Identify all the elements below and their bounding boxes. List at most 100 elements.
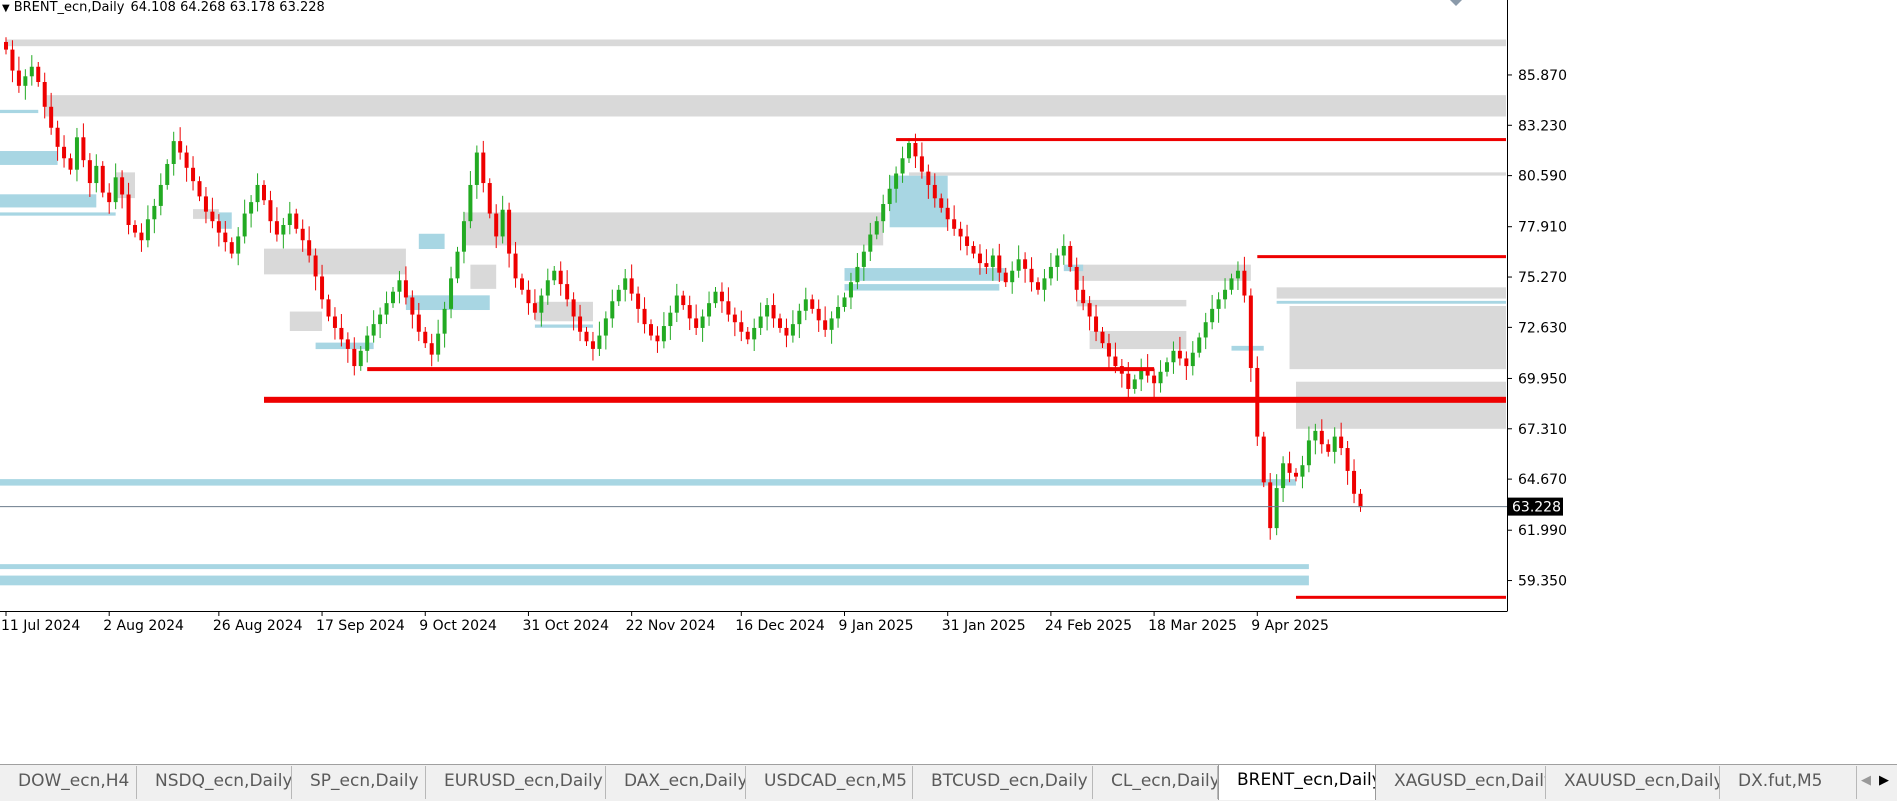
bull-candle — [442, 308, 447, 334]
collapse-triangle-icon[interactable]: ▼ — [2, 3, 10, 14]
tab-cl-ecn-daily[interactable]: CL_ecn,Daily — [1093, 766, 1218, 799]
price-tick-label: 83.230 — [1518, 118, 1567, 134]
time-tick-label: 22 Nov 2024 — [626, 618, 716, 634]
bull-candle — [1190, 352, 1195, 367]
tab-dax-ecn-daily[interactable]: DAX_ecn,Daily — [606, 766, 746, 799]
tab-dx-fut-m5[interactable]: DX.fut,M5 — [1720, 766, 1857, 799]
key-level-line — [1296, 595, 1506, 599]
bear-candle — [210, 211, 215, 222]
current-price-label: 63.228 — [1512, 500, 1561, 516]
tab-dow-ecn-h4[interactable]: DOW_ecn,H4 — [0, 766, 137, 799]
supply-zone — [264, 248, 406, 275]
demand-zone — [315, 342, 374, 350]
time-tick-label: 9 Jan 2025 — [839, 618, 914, 634]
tab-scroll-controls: ◀ ▶ — [1857, 765, 1897, 801]
price-chart[interactable]: 85.870 83.230 80.590 77.910 75.270 72.630 69.9… — [0, 0, 1897, 764]
bear-candle — [926, 171, 931, 185]
bull-candle — [1171, 350, 1176, 363]
bear-candle — [649, 324, 653, 336]
bear-candle — [1023, 259, 1028, 269]
bear-candle — [945, 207, 950, 220]
tab-xagusd-ecn-daily[interactable]: XAGUSD_ecn,Daily — [1376, 766, 1546, 799]
bull-candle — [855, 266, 860, 283]
bull-candle — [165, 163, 170, 185]
scroll-right-icon[interactable]: ▶ — [1879, 773, 1889, 788]
tab-nsdq-ecn-daily[interactable]: NSDQ_ecn,Daily — [137, 766, 292, 799]
demand-zone — [0, 575, 1309, 586]
bear-candle — [816, 308, 821, 321]
bear-candle — [810, 299, 815, 309]
tab-usdcad-ecn-m5[interactable]: USDCAD_ecn,M5 — [746, 766, 913, 799]
bear-candle — [1294, 472, 1298, 477]
ohlc-values: 64.108 64.268 63.178 63.228 — [130, 0, 325, 15]
tab-eurusd-ecn-daily[interactable]: EURUSD_ecn,Daily — [426, 766, 606, 799]
supply-zone — [1276, 287, 1506, 299]
bear-candle — [719, 291, 724, 302]
price-tick-label: 75.270 — [1518, 270, 1567, 286]
key-level-line — [367, 367, 1155, 372]
chart-tabs-bar: DOW_ecn,H4 NSDQ_ecn,Daily SP_ecn,Daily E… — [0, 764, 1897, 801]
key-level-line — [896, 138, 1506, 142]
tab-xauusd-ecn-daily[interactable]: XAUUSD_ecn,Daily — [1546, 766, 1720, 799]
bear-candle — [687, 305, 692, 319]
bear-candle — [558, 270, 563, 285]
bear-candle — [268, 200, 273, 222]
price-tick-label: 64.670 — [1518, 472, 1567, 488]
bull-candle — [152, 205, 157, 220]
bear-candle — [513, 253, 518, 279]
tab-brent-ecn-daily[interactable]: BRENT_ecn,Daily — [1218, 765, 1376, 800]
bull-candle — [371, 324, 376, 336]
demand-zone — [1276, 300, 1506, 304]
bear-candle — [300, 228, 305, 241]
time-tick-label: 31 Oct 2024 — [522, 618, 609, 634]
tab-sp-ecn-daily[interactable]: SP_ecn,Daily — [292, 766, 426, 799]
chart-shift-marker-icon[interactable] — [1450, 0, 1462, 6]
bull-candle — [707, 303, 712, 317]
bull-candle — [378, 314, 383, 325]
tab-label: EURUSD_ecn,Daily — [444, 771, 603, 791]
bear-candle — [216, 221, 221, 233]
bull-candle — [1306, 440, 1311, 466]
bear-candle — [1106, 343, 1111, 357]
bull-candle — [1165, 362, 1169, 372]
bull-candle — [1216, 299, 1221, 309]
bear-candle — [229, 242, 234, 254]
bear-candle — [1339, 436, 1344, 449]
bear-candle — [55, 127, 60, 147]
bull-candle — [829, 318, 834, 330]
time-tick-label: 24 Feb 2025 — [1045, 618, 1132, 634]
bull-candle — [242, 213, 247, 237]
bull-candle — [842, 297, 847, 307]
bull-candle — [907, 143, 911, 159]
tab-btcusd-ecn-daily[interactable]: BTCUSD_ecn,Daily — [913, 766, 1093, 799]
price-tick-label: 85.870 — [1518, 68, 1567, 84]
chart-area[interactable]: 85.870 83.230 80.590 77.910 75.270 72.630 69.9… — [0, 0, 1897, 764]
bull-candle — [900, 158, 905, 174]
demand-zone — [844, 284, 1000, 291]
bear-candle — [823, 320, 828, 330]
bull-candle — [539, 295, 544, 313]
bull-candle — [861, 251, 866, 267]
bear-candle — [87, 160, 92, 184]
scroll-left-icon[interactable]: ◀ — [1861, 773, 1871, 788]
price-tick-label: 77.910 — [1518, 220, 1567, 236]
bull-candle — [1203, 322, 1208, 338]
bear-candle — [307, 240, 312, 256]
time-tick-label: 18 Mar 2025 — [1148, 618, 1237, 634]
bear-candle — [100, 165, 105, 193]
bull-candle — [616, 289, 621, 302]
bull-candle — [881, 204, 886, 222]
bear-candle — [629, 278, 634, 294]
bull-candle — [287, 213, 292, 225]
tab-label: BTCUSD_ecn,Daily — [931, 771, 1088, 791]
bear-candle — [732, 314, 737, 323]
tab-label: BRENT_ecn,Daily — [1237, 770, 1376, 790]
bear-candle — [1261, 436, 1266, 483]
bear-candle — [352, 348, 357, 367]
bear-candle — [590, 341, 595, 349]
time-tick-label: 9 Oct 2024 — [419, 618, 497, 634]
bear-candle — [1036, 282, 1040, 290]
supply-zone — [1089, 330, 1187, 350]
supply-zone — [470, 264, 497, 289]
bear-candle — [1087, 303, 1092, 317]
